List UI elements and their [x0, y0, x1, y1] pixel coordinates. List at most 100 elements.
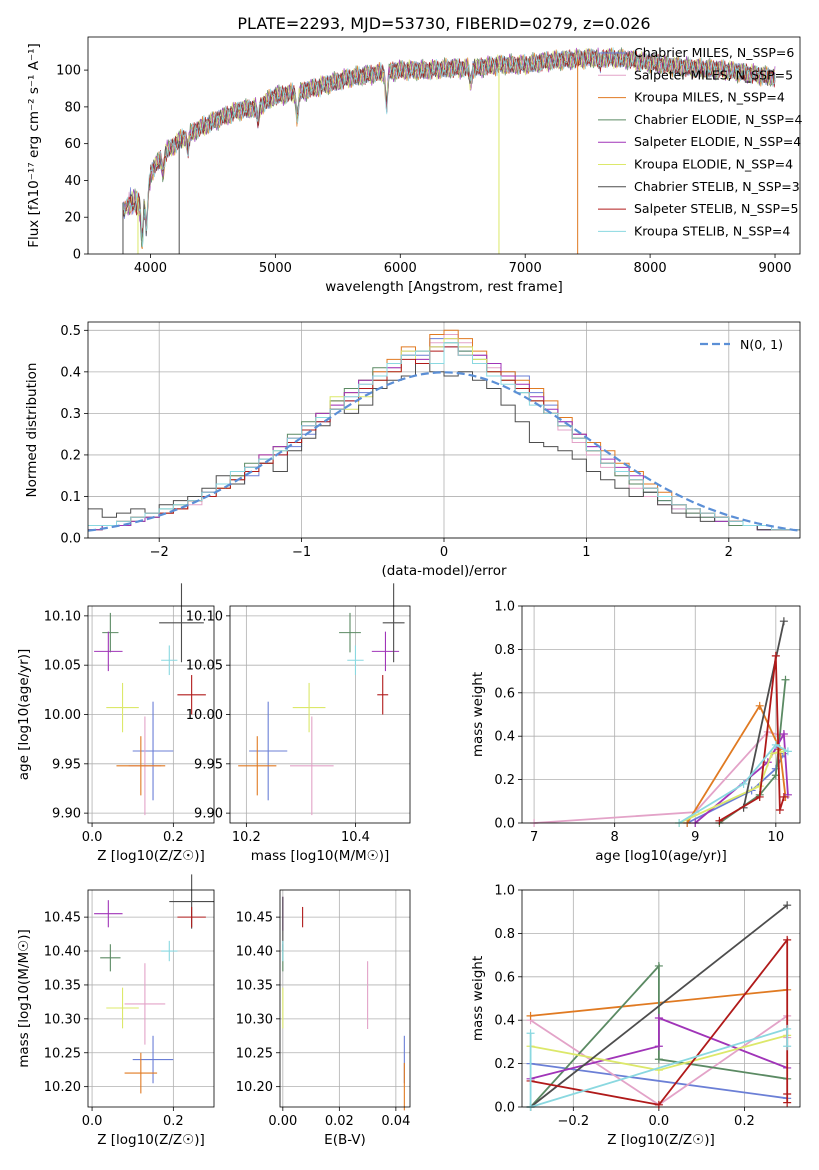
y-tick-label: 10.05 [44, 659, 81, 674]
y-tick-label: 10.40 [236, 945, 273, 960]
mass-weight-marker-9 [783, 1042, 792, 1051]
mass-weight-marker-7 [783, 901, 792, 910]
mass-weight-marker-4 [654, 961, 663, 970]
y-tick-label: 10.20 [44, 1080, 81, 1095]
legend-entry-9: Kroupa STELIB, N_SSP=4 [634, 223, 790, 238]
y-tick-label: 20 [64, 211, 81, 226]
x-axis-label: mass [log10(M/M☉)] [251, 848, 390, 864]
y-tick-label: 10.40 [44, 945, 81, 960]
mass-weight-marker-8 [715, 816, 724, 825]
y-tick-label: 0 [73, 248, 81, 263]
x-tick-label: 0.0 [82, 1114, 103, 1129]
x-tick-label: 7 [530, 830, 538, 845]
y-tick-label: 60 [64, 137, 81, 152]
x-tick-label: 0.00 [268, 1114, 297, 1129]
x-tick-label: 10.2 [232, 830, 261, 845]
axes-frame [521, 889, 801, 1108]
legend-entry-3: Kroupa MILES, N_SSP=4 [634, 90, 785, 105]
legend-entry-normal: N(0, 1) [740, 337, 783, 352]
y-tick-label: 1.0 [494, 884, 515, 899]
legend-entry-2: Salpeter MILES, N_SSP=5 [634, 67, 793, 82]
x-axis-label: Z [log10(Z/Z☉)] [97, 848, 205, 864]
x-axis-label: Z [log10(Z/Z☉)] [97, 1132, 205, 1148]
legend-entry-6: Kroupa ELODIE, N_SSP=4 [634, 157, 793, 172]
axes-frame [279, 889, 411, 1108]
y-tick-label: 10.20 [236, 1080, 273, 1095]
mass-weight-marker-8 [771, 651, 780, 660]
mass-weight-marker-8 [783, 1098, 792, 1107]
mass-weight-line-9 [529, 1027, 789, 1109]
x-tick-label: 0.04 [381, 1114, 410, 1129]
y-tick-label: 9.90 [194, 807, 223, 822]
y-tick-label: 10.00 [186, 708, 223, 723]
normal-reference-curve [87, 371, 801, 532]
x-tick-label: 2 [725, 545, 733, 560]
y-tick-label: 0.8 [494, 927, 515, 942]
y-tick-label: 10.30 [44, 1012, 81, 1027]
x-tick-label: 7000 [509, 261, 542, 276]
x-tick-label: 8000 [634, 261, 667, 276]
y-tick-label: 0.3 [60, 407, 81, 422]
mass-weight-marker-5 [654, 1042, 663, 1051]
y-tick-label: 10.25 [44, 1046, 81, 1061]
axes-frame [229, 605, 411, 824]
x-tick-label: 1 [582, 545, 590, 560]
y-axis-label: Flux [fλ10⁻¹⁷ erg cm⁻² s⁻¹ A⁻¹] [26, 43, 42, 248]
y-axis-label: mass weight [470, 672, 486, 757]
x-tick-label: 0.0 [82, 830, 103, 845]
spectrum-line-9 [122, 47, 776, 247]
y-tick-label: 9.95 [52, 757, 81, 772]
mass-weight-marker-8 [775, 805, 784, 814]
mass-weight-marker-9 [783, 747, 792, 756]
y-tick-label: 0.6 [494, 970, 515, 985]
x-tick-label: 0.2 [734, 1114, 755, 1129]
mass-weight-marker-9 [771, 740, 780, 749]
legend-entry-5: Salpeter ELODIE, N_SSP=4 [634, 134, 801, 149]
y-tick-label: 9.95 [194, 757, 223, 772]
x-axis-label: (data-model)/error [381, 563, 507, 579]
axes-frame [87, 36, 801, 255]
chart-title: PLATE=2293, MJD=53730, FIBERID=0279, z=0… [237, 14, 650, 33]
mass-weight-marker-4 [781, 675, 790, 684]
x-tick-label: 0.2 [163, 1114, 184, 1129]
y-tick-label: 1.0 [494, 600, 515, 615]
legend-entry-8: Salpeter STELIB, N_SSP=5 [634, 201, 798, 216]
mass-weight-marker-3 [526, 1011, 535, 1020]
axes-frame [87, 889, 215, 1108]
axes-frame [521, 605, 801, 824]
y-axis-label: age [log10(age/yr)] [16, 649, 32, 781]
x-tick-label: −2 [150, 545, 169, 560]
y-axis-label: mass weight [470, 956, 486, 1041]
y-axis-label: Normed distribution [24, 363, 40, 498]
x-tick-label: −0.2 [558, 1114, 590, 1129]
mass-weight-line-7 [530, 904, 788, 1108]
x-axis-label: wavelength [Angstrom, rest frame] [325, 279, 563, 295]
x-tick-label: 9000 [758, 261, 791, 276]
mass-weight-marker-5 [779, 730, 788, 739]
y-tick-label: 10.10 [44, 609, 81, 624]
y-tick-label: 0.4 [60, 365, 81, 380]
y-tick-label: 0.4 [494, 730, 515, 745]
y-tick-label: 10.00 [44, 708, 81, 723]
x-tick-label: 0.02 [325, 1114, 354, 1129]
mass-weight-marker-8 [654, 1100, 663, 1109]
x-axis-label: E(B-V) [324, 1132, 366, 1148]
y-tick-label: 0.2 [494, 773, 515, 788]
mass-weight-marker-5 [654, 1014, 663, 1023]
x-axis-label: Z [log10(Z/Z☉)] [607, 1132, 715, 1148]
y-tick-label: 0.5 [60, 324, 81, 339]
mass-weight-marker-8 [755, 792, 764, 801]
x-tick-label: 0 [440, 545, 448, 560]
x-tick-label: 5000 [259, 261, 292, 276]
y-tick-label: 10.35 [44, 978, 81, 993]
x-axis-label: age [log10(age/yr)] [595, 848, 727, 864]
x-tick-label: 10.4 [341, 830, 370, 845]
mass-weight-marker-8 [783, 1089, 792, 1098]
x-tick-label: 0.2 [163, 830, 184, 845]
mass-weight-marker-7 [779, 617, 788, 626]
legend-entry-4: Chabrier ELODIE, N_SSP=4 [634, 112, 803, 127]
y-tick-label: 0.0 [60, 532, 81, 547]
y-tick-label: 10.45 [236, 911, 273, 926]
